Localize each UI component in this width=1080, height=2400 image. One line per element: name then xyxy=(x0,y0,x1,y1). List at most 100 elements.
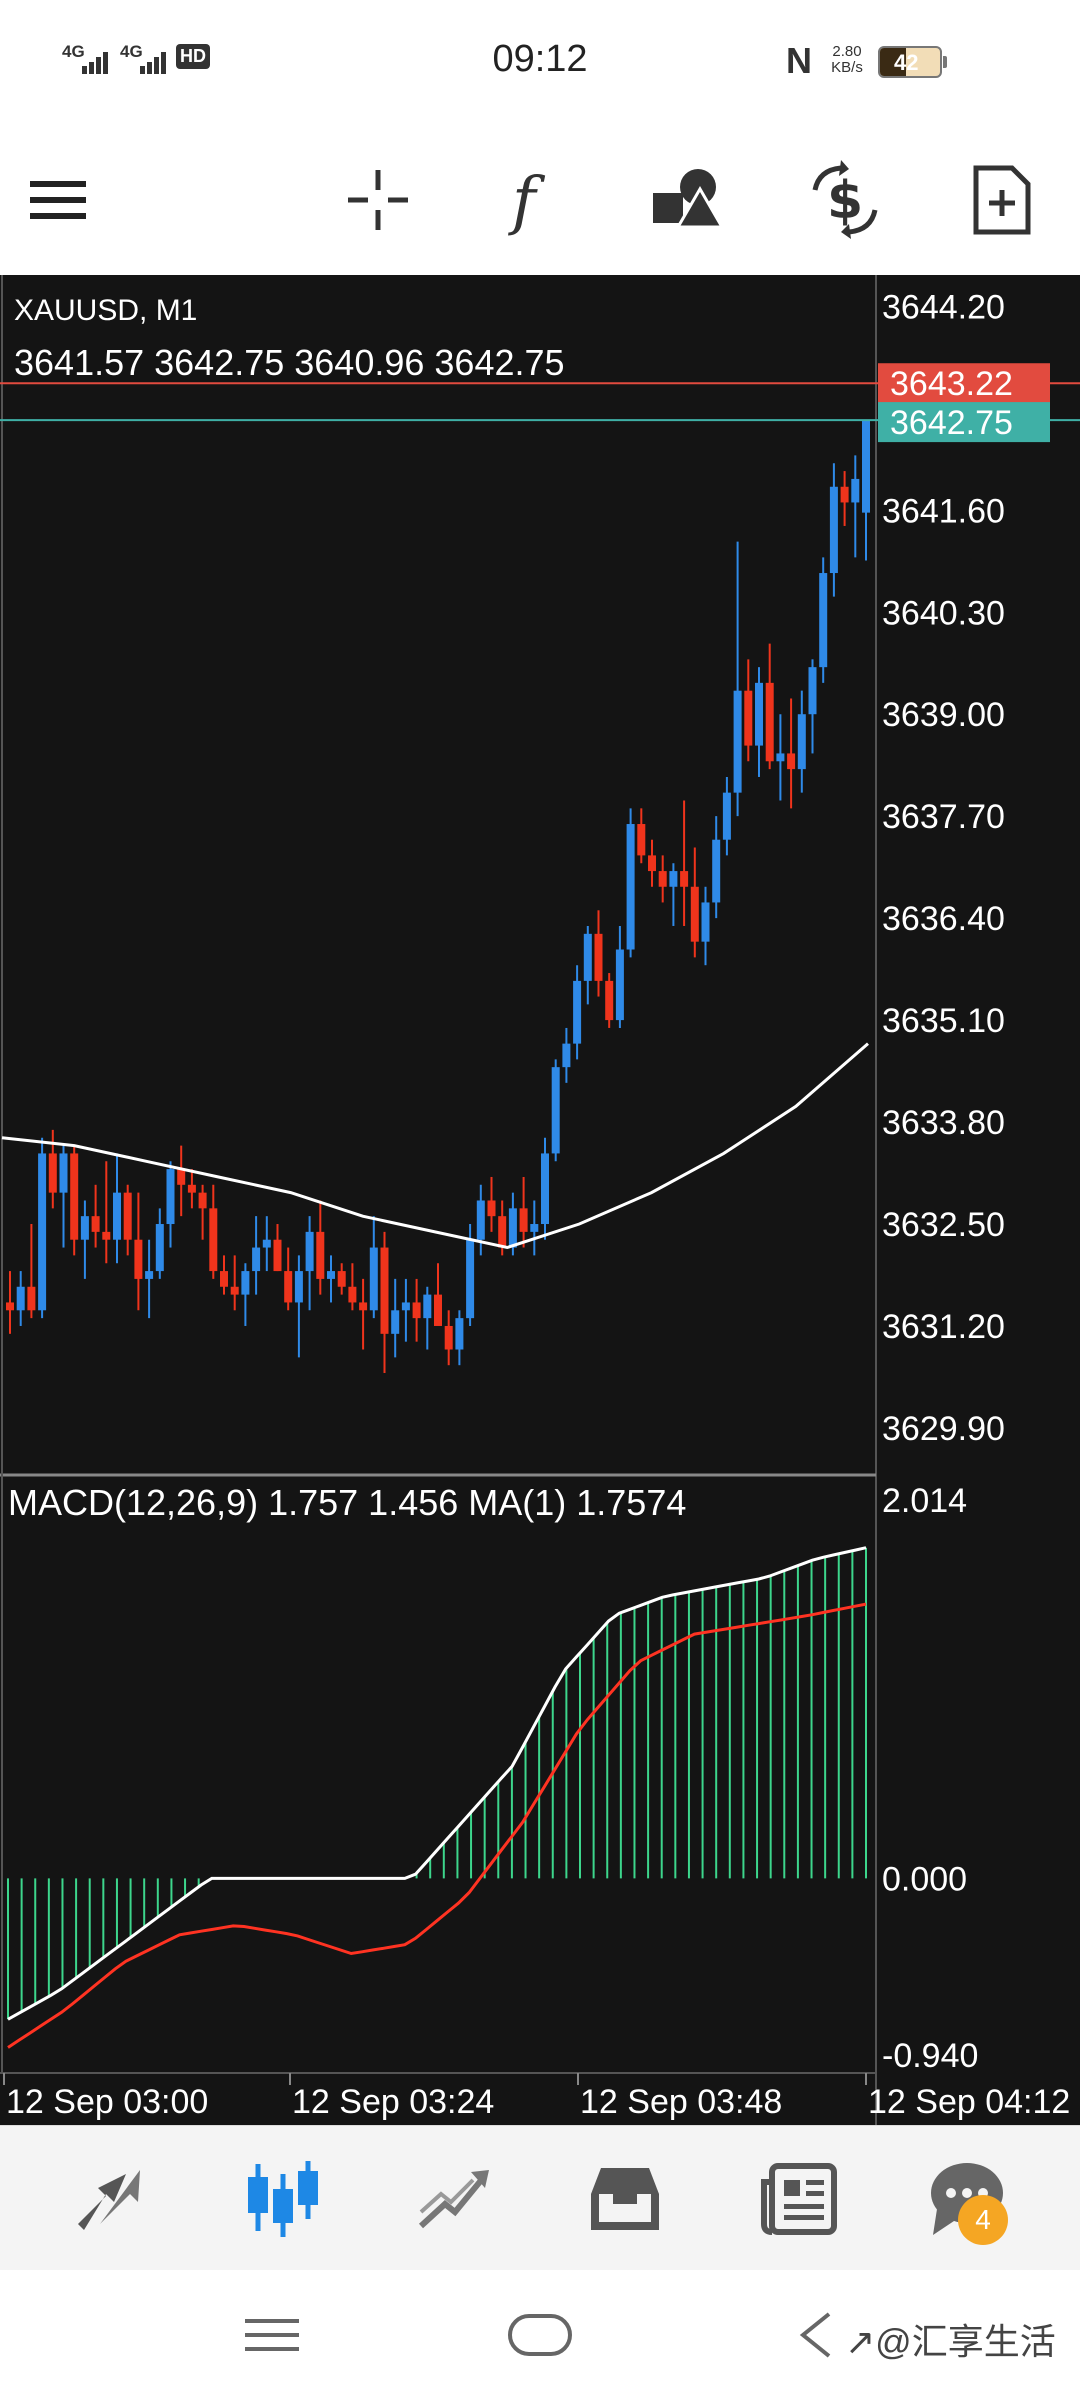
price-axis: 3644.20 3641.60 3640.30 3639.00 3637.70 3636.… xyxy=(878,288,1050,2075)
function-icon[interactable]: f xyxy=(488,155,578,245)
candle-body xyxy=(755,682,763,746)
ask-price-tag xyxy=(878,363,1050,404)
macd-tick-label: -0.940 xyxy=(882,2037,978,2075)
chart-svg[interactable]: XAUUSD, M1 3641.57 3642.75 3640.96 3642.… xyxy=(0,275,1080,2125)
candle-body xyxy=(712,839,721,903)
network-speed-value: 2.80 xyxy=(832,43,862,60)
candle-body xyxy=(198,1192,207,1209)
candle-body xyxy=(765,682,774,762)
time-tick-label: 12 Sep 04:12 xyxy=(868,2083,1070,2121)
price-tick-label: 3637.70 xyxy=(882,798,1005,836)
macd-label: MACD(12,26,9) 1.757 1.456 MA(1) 1.7574 xyxy=(8,1482,686,1523)
time-tick-label: 12 Sep 03:48 xyxy=(580,2083,782,2121)
candle-body xyxy=(615,949,624,1021)
price-tick-label: 3641.60 xyxy=(882,492,1005,530)
price-tick-label: 3640.30 xyxy=(882,594,1005,632)
candle-body xyxy=(637,824,646,856)
candle-body xyxy=(113,1192,121,1240)
bid-price-label: 3642.75 xyxy=(890,404,1013,442)
candle-body xyxy=(819,573,828,668)
signal-label-2: 4G xyxy=(120,42,143,61)
candle-body xyxy=(123,1192,132,1240)
candle-body xyxy=(562,1043,571,1068)
symbol-label: XAUUSD, M1 xyxy=(14,294,197,327)
candle-body xyxy=(551,1067,560,1154)
candle-body xyxy=(155,1224,164,1272)
back-button[interactable] xyxy=(790,2300,840,2370)
candle-body xyxy=(444,1325,453,1350)
candle-body xyxy=(380,1247,389,1334)
time-tick-label: 12 Sep 03:00 xyxy=(6,2083,208,2121)
candle-body xyxy=(38,1153,47,1311)
trade-icon[interactable]: $ xyxy=(800,155,890,245)
candle-body xyxy=(177,1169,186,1185)
candle-body xyxy=(369,1247,378,1311)
candle-body xyxy=(701,902,710,942)
crosshair-icon[interactable] xyxy=(333,155,423,245)
candle-body xyxy=(220,1271,228,1287)
bid-price-tag xyxy=(878,402,1050,443)
candle-body xyxy=(294,1271,303,1303)
candle-body xyxy=(91,1216,100,1232)
news-tab[interactable] xyxy=(745,2154,855,2244)
trade-tab[interactable] xyxy=(400,2154,510,2244)
history-tab[interactable] xyxy=(570,2154,680,2244)
candle-body xyxy=(80,1216,89,1240)
candle-body xyxy=(776,753,785,762)
candle-body xyxy=(455,1318,464,1350)
candles-layer xyxy=(0,382,1080,1374)
candle-body xyxy=(487,1200,496,1217)
quotes-tab[interactable] xyxy=(55,2154,165,2244)
signal-bars-icon xyxy=(82,52,108,74)
candle-body xyxy=(359,1302,368,1311)
candle-body xyxy=(134,1239,143,1279)
ask-price-label: 3643.22 xyxy=(890,365,1013,403)
candle-body xyxy=(840,486,849,503)
candle-body xyxy=(262,1239,271,1248)
candle-body xyxy=(530,1224,539,1232)
price-tick-label: 3631.20 xyxy=(882,1308,1005,1346)
home-button[interactable] xyxy=(505,2300,575,2370)
candle-body xyxy=(476,1200,485,1240)
candle-body xyxy=(508,1208,517,1248)
candle-body xyxy=(48,1153,57,1193)
candle-body xyxy=(797,714,806,770)
candle-body xyxy=(583,933,592,981)
candle-body xyxy=(59,1153,68,1193)
chart-area[interactable]: XAUUSD, M1 3641.57 3642.75 3640.96 3642.… xyxy=(0,275,1080,2125)
price-tick-label: 3635.10 xyxy=(882,1002,1005,1040)
candle-body xyxy=(102,1231,111,1240)
price-tick-label: 3639.00 xyxy=(882,696,1005,734)
new-document-icon[interactable] xyxy=(957,155,1047,245)
candle-body xyxy=(70,1153,79,1240)
network-speed: 2.80 KB/s xyxy=(822,44,872,76)
objects-icon[interactable] xyxy=(645,155,735,245)
candle-body xyxy=(498,1216,507,1248)
moving-average-line xyxy=(1,1042,869,1250)
candle-body xyxy=(862,420,870,513)
menu-icon[interactable] xyxy=(15,155,105,245)
time-axis: 12 Sep 03:00 12 Sep 03:24 12 Sep 03:48 12 S… xyxy=(3,2073,1070,2121)
macd-tick-label: 0.000 xyxy=(882,1860,967,1898)
candle-body xyxy=(27,1286,36,1311)
candle-body xyxy=(434,1294,442,1326)
system-navigation-bar xyxy=(0,2270,1080,2400)
candle-body xyxy=(648,855,656,872)
candle-body xyxy=(273,1239,282,1272)
candle-body xyxy=(658,871,667,887)
chart-toolbar: f $ xyxy=(0,125,1080,275)
svg-text:$: $ xyxy=(827,171,863,231)
chart-tab[interactable] xyxy=(228,2154,338,2244)
candle-body xyxy=(284,1271,293,1303)
candle-body xyxy=(305,1231,314,1272)
candle-body xyxy=(348,1286,357,1303)
candle-body xyxy=(829,486,838,574)
candle-body xyxy=(669,871,678,887)
candle-body xyxy=(808,667,817,715)
candle-body xyxy=(466,1239,475,1319)
clock: 09:12 xyxy=(492,38,588,80)
candle-body xyxy=(690,886,699,942)
status-bar: 4G 4G HD 09:12 Ν 2.80 KB/s 42 xyxy=(0,0,1080,125)
candle-body xyxy=(680,871,689,887)
recent-apps-button[interactable] xyxy=(238,2300,308,2370)
